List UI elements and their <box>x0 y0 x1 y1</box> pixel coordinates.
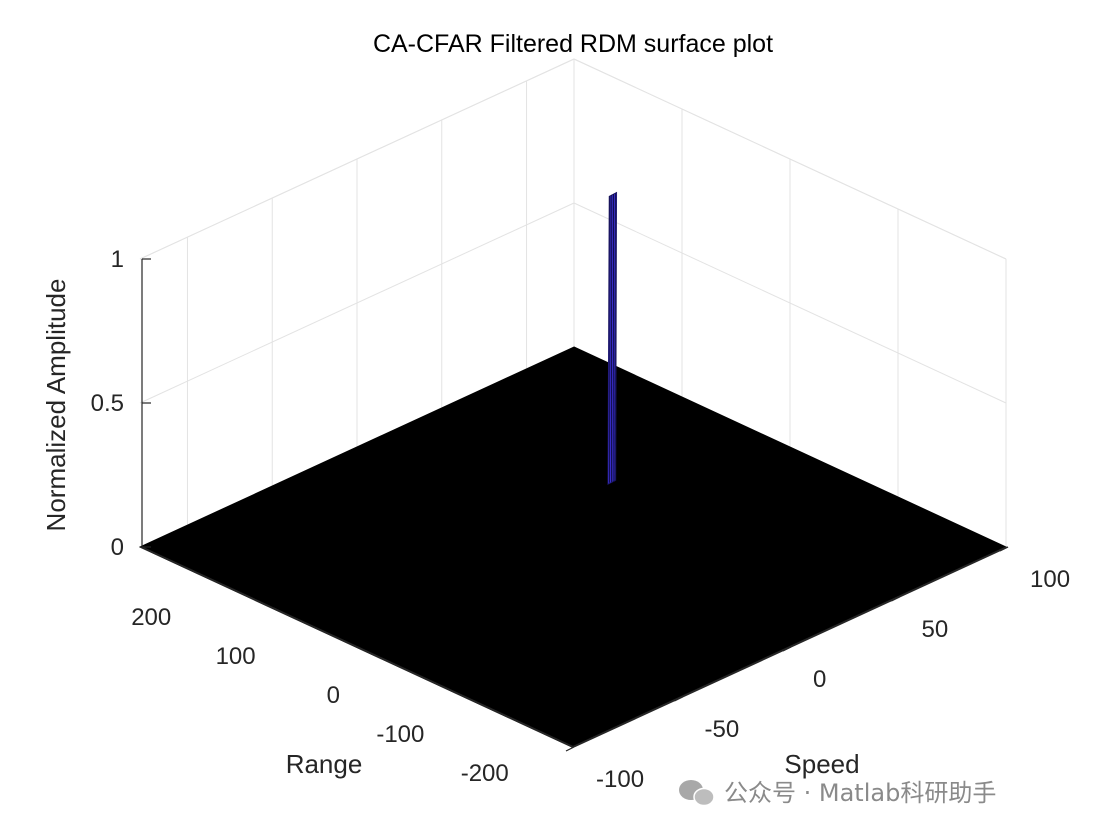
grid-top-edge <box>573 58 1007 260</box>
speed-front-edge <box>573 546 1009 748</box>
detection-peak <box>607 191 618 486</box>
speed-tick-label: 0 <box>813 666 826 693</box>
watermark: 公众号 · Matlab科研助手 <box>679 779 996 807</box>
grid-top-edge <box>139 58 575 260</box>
speed-tick-label: -100 <box>596 766 644 793</box>
watermark-text: 公众号 · Matlab科研助手 <box>724 779 996 807</box>
speed-axis-line <box>139 546 573 748</box>
grid-line-amplitude <box>573 202 1007 404</box>
amplitude-tick-label: 0.5 <box>91 390 124 417</box>
z-axis-label: Normalized Amplitude <box>41 279 71 532</box>
range-tick-label: 0 <box>327 682 340 709</box>
range-axis-label: Range <box>286 749 363 779</box>
surface-floor <box>138 346 1008 748</box>
speed-tick-label: 100 <box>1030 566 1070 593</box>
amplitude-tick-label: 0 <box>111 534 124 561</box>
speed-tick <box>565 746 575 752</box>
speed-axis-label: Speed <box>784 749 859 779</box>
speed-tick-label: -50 <box>705 716 740 743</box>
detection-peaks <box>607 191 618 486</box>
grid-line-amplitude <box>139 202 575 404</box>
speed-tick-label: 50 <box>922 616 949 643</box>
axes: 0 0.5 1 -200 -100 0 100 200 -100 -50 0 50 100 <box>91 246 1070 793</box>
chart-title: CA-CFAR Filtered RDM surface plot <box>373 30 773 58</box>
range-tick-label: 100 <box>216 643 256 670</box>
range-front-edge <box>141 546 575 748</box>
range-axis-line <box>571 546 1007 748</box>
surface-zero-plane <box>138 346 1008 748</box>
wechat-icon <box>679 780 715 807</box>
amplitude-tick-label: 1 <box>111 246 124 273</box>
range-tick-label: -200 <box>461 760 509 787</box>
range-tick-label: -100 <box>376 721 424 748</box>
range-tick-label: 200 <box>131 604 171 631</box>
